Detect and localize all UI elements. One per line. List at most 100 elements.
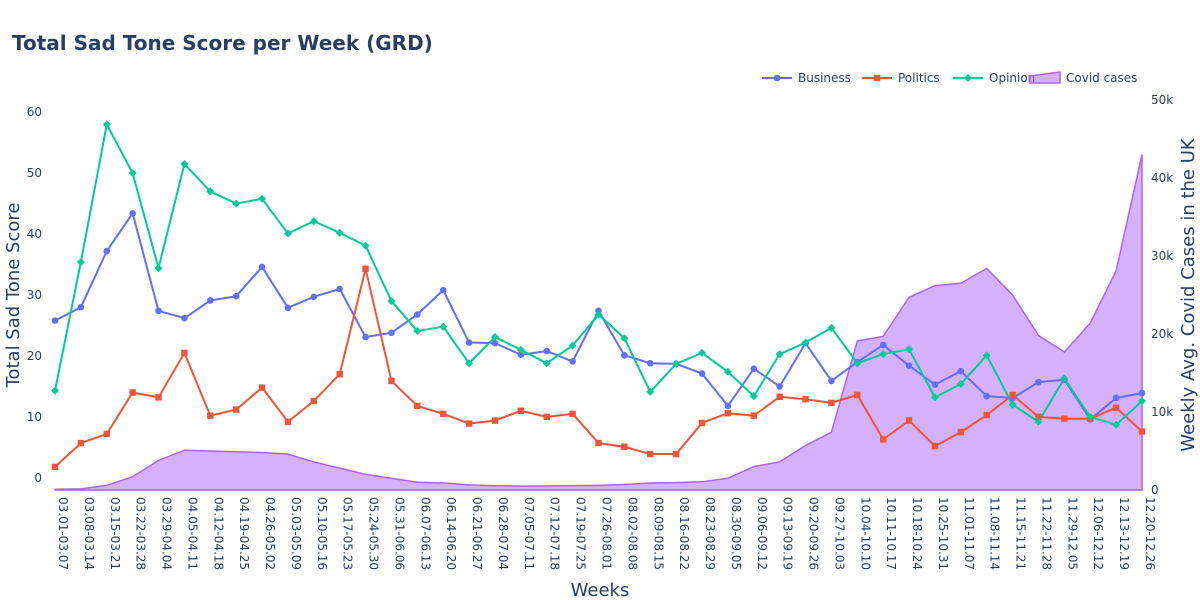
x-tick-label: 12.20-12.26 xyxy=(1143,497,1157,570)
y-tick-label: 30 xyxy=(27,288,42,302)
opinion-point xyxy=(180,159,189,168)
opinion-point xyxy=(439,322,448,331)
politics-point xyxy=(1061,415,1068,422)
opinion-point xyxy=(154,264,163,273)
business-point xyxy=(543,347,551,355)
opinion-point xyxy=(76,258,85,267)
business-point xyxy=(362,333,369,341)
x-tick-label: 08.16-08.22 xyxy=(677,497,691,570)
covid-cases-area xyxy=(54,154,1143,491)
politics-point xyxy=(129,389,136,396)
x-tick-label: 04.05-04.11 xyxy=(185,497,199,570)
opinion-point xyxy=(413,326,422,335)
x-tick-label: 06.28-07.04 xyxy=(496,497,510,570)
politics-point xyxy=(879,436,887,443)
legend-swatch-marker xyxy=(773,74,781,82)
politics-point xyxy=(517,407,525,414)
opinion-point xyxy=(361,241,370,250)
legend-label: Business xyxy=(798,71,851,85)
business-point xyxy=(724,402,732,410)
politics-point xyxy=(103,430,110,438)
business-point xyxy=(336,285,343,293)
opinion-point xyxy=(128,169,137,178)
business-point xyxy=(155,307,162,315)
opinion-point xyxy=(982,351,991,360)
legend-item-politics[interactable]: Politics xyxy=(862,71,940,85)
business-point xyxy=(465,339,473,346)
opinion-point xyxy=(258,194,267,203)
politics-point xyxy=(440,410,447,418)
politics-point xyxy=(465,420,473,427)
business-point xyxy=(181,314,188,322)
politics-point xyxy=(698,419,706,427)
legend-item-business[interactable]: Business xyxy=(762,71,851,85)
y-axis-ticks: 0 10 20 30 40 50 60 xyxy=(27,105,42,485)
business-point xyxy=(646,359,654,367)
opinion-point xyxy=(1112,420,1121,429)
politics-point xyxy=(388,377,395,385)
opinion-point xyxy=(1060,374,1069,383)
x-tick-label: 09.27-10.03 xyxy=(832,497,846,570)
politics-point xyxy=(181,349,188,357)
x-tick-label: 12.13-12.19 xyxy=(1117,497,1131,570)
politics-point xyxy=(647,450,654,458)
opinion-point xyxy=(283,229,292,238)
x-tick-label: 07.19-07.25 xyxy=(574,497,588,570)
opinion-point xyxy=(1138,397,1146,406)
opinion-point xyxy=(723,367,732,376)
x-tick-label: 05.10-05.16 xyxy=(315,497,329,570)
business-point xyxy=(129,210,136,217)
x-tick-label: 06.07-06.13 xyxy=(418,497,432,570)
legend-item-opinion[interactable]: Opinion xyxy=(953,71,1035,85)
x-tick-label: 03.29-04.04 xyxy=(160,497,174,570)
x-tick-label: 06.14-06.20 xyxy=(444,497,458,570)
business-point xyxy=(491,339,499,347)
x-tick-label: 09.13-09.19 xyxy=(781,497,795,570)
y-axis-title: Total Sad Tone Score xyxy=(3,203,24,389)
legend-item-covid-cases[interactable]: Covid cases xyxy=(1029,71,1137,85)
x-tick-label: 04.12-04.18 xyxy=(211,497,225,570)
y-tick-label: 0 xyxy=(34,471,42,485)
x-tick-label: 10.25-10.31 xyxy=(936,497,950,570)
x-tick-label: 11.01-11.07 xyxy=(962,497,976,570)
y2-tick-label: 0 xyxy=(1151,483,1159,497)
opinion-point xyxy=(827,323,836,332)
opinion-point xyxy=(879,350,888,359)
opinion-point xyxy=(956,379,965,388)
business-point xyxy=(51,317,59,324)
y2-axis-ticks: 0 10k 20k 30k 40k 50k xyxy=(1151,93,1173,497)
x-tick-label: 08.02-08.08 xyxy=(625,497,639,570)
chart-title: Total Sad Tone Score per Week (GRD) xyxy=(12,31,433,55)
x-axis-title: Weeks xyxy=(571,580,630,600)
politics-point xyxy=(414,402,421,410)
politics-point xyxy=(983,411,990,419)
x-tick-label: 04.26-05.02 xyxy=(263,497,277,570)
legend[interactable]: Business Politics Opinion Covid cases xyxy=(762,71,1137,85)
opinion-point xyxy=(206,187,215,196)
opinion-point xyxy=(775,350,784,359)
x-tick-label: 03.15-03.21 xyxy=(108,497,122,570)
politics-point xyxy=(854,391,861,399)
opinion-point xyxy=(542,359,551,368)
business-point xyxy=(957,367,965,375)
politics-point xyxy=(1112,404,1120,411)
y2-tick-label: 50k xyxy=(1151,93,1173,107)
business-point xyxy=(206,297,214,304)
business-point xyxy=(621,352,628,359)
politics-point xyxy=(724,410,732,417)
business-point xyxy=(879,341,887,349)
opinion-point xyxy=(620,334,629,343)
x-tick-label: 07.26-08.01 xyxy=(600,497,614,570)
x-tick-label: 12.06-12.12 xyxy=(1091,497,1105,570)
x-tick-label: 10.18-10.24 xyxy=(910,497,924,570)
politics-point xyxy=(1138,428,1146,435)
opinion-point xyxy=(387,297,396,306)
opinion-point xyxy=(1086,412,1095,421)
y2-tick-label: 10k xyxy=(1151,405,1173,419)
legend-swatch xyxy=(1029,71,1061,84)
x-tick-label: 07.12-07.18 xyxy=(548,497,562,570)
politics-point xyxy=(828,399,835,407)
x-tick-label: 11.08-11.14 xyxy=(988,497,1002,570)
business-point xyxy=(388,329,395,337)
